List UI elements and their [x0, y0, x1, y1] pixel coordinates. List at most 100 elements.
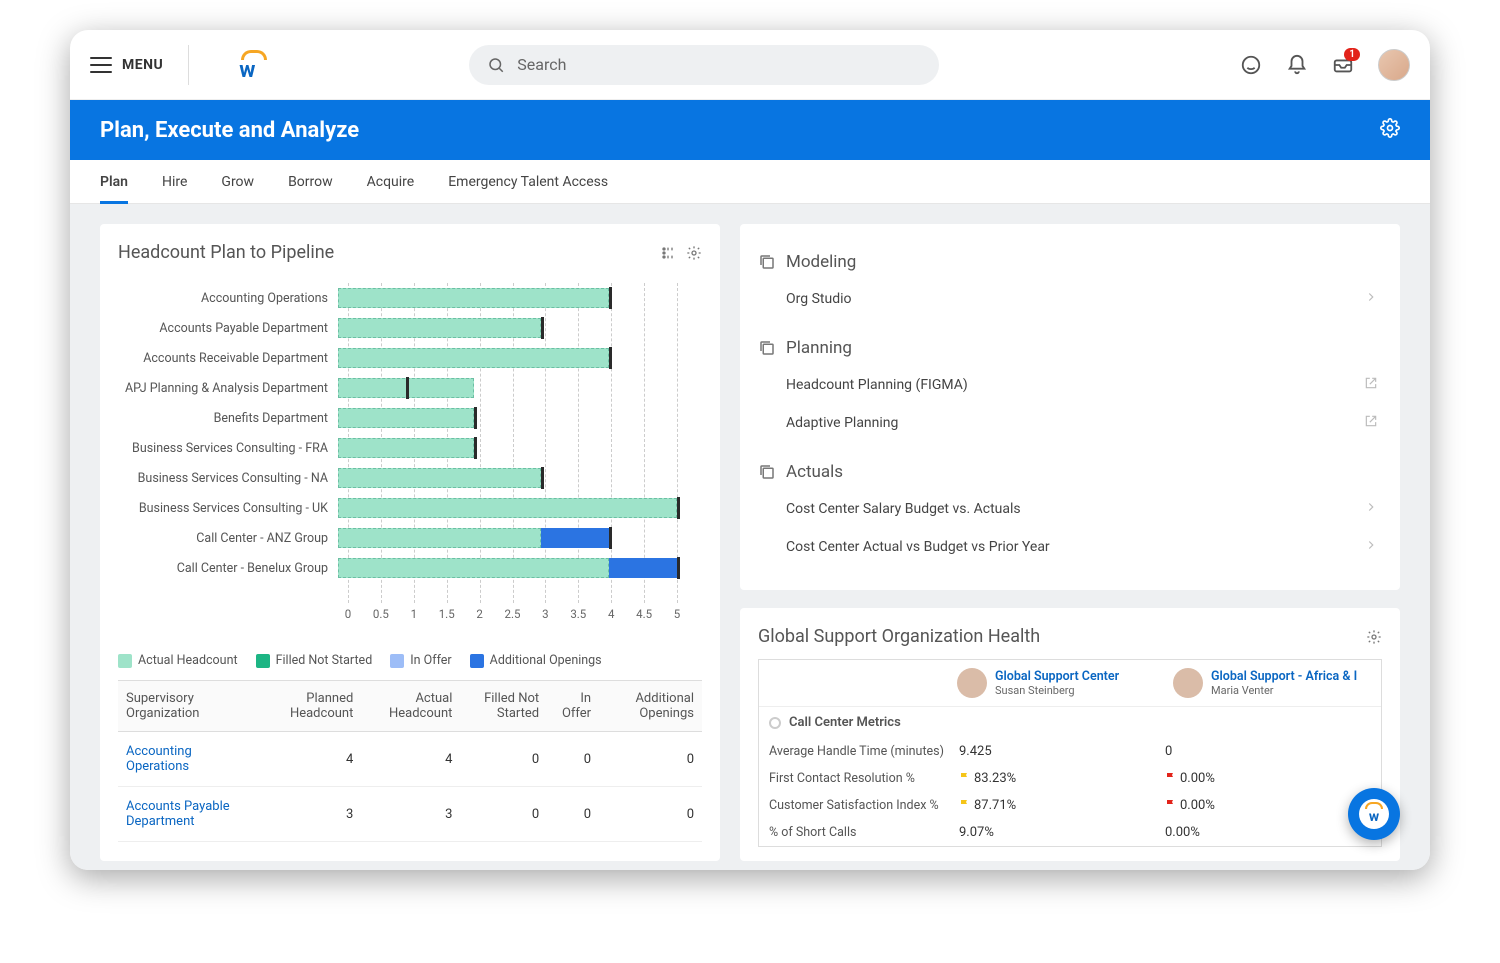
chart-row-label: Accounts Payable Department — [118, 321, 338, 336]
flag-icon — [959, 771, 971, 783]
divider — [188, 45, 189, 85]
table-row[interactable]: Accounts Payable Department33000 — [118, 787, 702, 842]
headcount-card: Headcount Plan to Pipeline Accounting Op… — [100, 224, 720, 861]
workday-logo[interactable]: w — [239, 50, 269, 80]
avatar — [1173, 668, 1203, 698]
chart-row: APJ Planning & Analysis Department — [118, 373, 702, 403]
topbar: MENU w Search 1 — [70, 30, 1430, 100]
axis-tick: 3.5 — [570, 607, 586, 621]
section-title: Modeling — [758, 252, 1382, 272]
section-icon — [758, 463, 776, 481]
axis-tick: 3 — [542, 607, 548, 621]
axis-tick: 4.5 — [636, 607, 652, 621]
external-icon — [1364, 414, 1378, 432]
search-input[interactable]: Search — [469, 45, 939, 85]
tabs: Plan Hire Grow Borrow Acquire Emergency Talen… — [70, 160, 1430, 204]
tab-grow[interactable]: Grow — [221, 160, 254, 204]
metric-row: Average Handle Time (minutes)9.4250 — [759, 738, 1381, 765]
chevron-right-icon — [1364, 290, 1378, 308]
tab-acquire[interactable]: Acquire — [367, 160, 415, 204]
chart-row-label: Benefits Department — [118, 411, 338, 426]
chevron-right-icon — [1364, 500, 1378, 518]
card-settings-icon[interactable] — [686, 245, 702, 261]
section-title: Planning — [758, 338, 1382, 358]
chart-legend: Actual HeadcountFilled Not StartedIn Off… — [118, 653, 702, 668]
section-icon — [758, 339, 776, 357]
page-header: Plan, Execute and Analyze — [70, 100, 1430, 160]
search-placeholder: Search — [517, 55, 566, 74]
flag-icon — [1165, 798, 1177, 810]
table-header: Additional Openings — [599, 681, 702, 732]
external-icon — [1364, 376, 1378, 394]
right-column: Modeling Org Studio Planning Headcount Plan… — [740, 224, 1400, 861]
metrics-group-title: Call Center Metrics — [759, 707, 1381, 738]
profile-avatar[interactable] — [1378, 49, 1410, 81]
link-item[interactable]: Org Studio — [758, 280, 1382, 318]
hamburger-icon — [90, 57, 112, 73]
notifications-icon[interactable] — [1286, 54, 1308, 76]
axis-tick: 0.5 — [373, 607, 389, 621]
table-header: Actual Headcount — [361, 681, 460, 732]
menu-button[interactable]: MENU — [90, 57, 163, 73]
chart-row: Business Services Consulting - UK — [118, 493, 702, 523]
table-row[interactable]: Accounting Operations44000 — [118, 732, 702, 787]
settings-icon[interactable] — [1380, 118, 1400, 142]
table-header: Planned Headcount — [257, 681, 361, 732]
chart-row-label: Business Services Consulting - FRA — [118, 441, 338, 456]
tab-emergency-talent-access[interactable]: Emergency Talent Access — [448, 160, 608, 204]
link-item[interactable]: Adaptive Planning — [758, 404, 1382, 442]
page-title: Plan, Execute and Analyze — [100, 118, 359, 143]
tab-borrow[interactable]: Borrow — [288, 160, 333, 204]
chart-row: Accounting Operations — [118, 283, 702, 313]
headcount-table: Supervisory OrganizationPlanned Headcoun… — [118, 680, 702, 842]
metric-row: First Contact Resolution %83.23%0.00% — [759, 765, 1381, 792]
filters-icon[interactable] — [660, 245, 676, 261]
axis-tick: 2 — [476, 607, 482, 621]
chart-row: Accounts Receivable Department — [118, 343, 702, 373]
inbox-icon[interactable]: 1 — [1332, 54, 1354, 76]
org-column-header[interactable]: Global Support CenterSusan Steinberg — [949, 660, 1165, 706]
legend-item: Filled Not Started — [256, 653, 373, 668]
tab-hire[interactable]: Hire — [162, 160, 187, 204]
org-health-settings-icon[interactable] — [1366, 629, 1382, 645]
metric-row: Customer Satisfaction Index %87.71%0.00% — [759, 792, 1381, 819]
table-header: Filled Not Started — [460, 681, 547, 732]
axis-tick: 0 — [345, 607, 351, 621]
axis-tick: 1 — [411, 607, 417, 621]
tab-plan[interactable]: Plan — [100, 160, 128, 204]
links-card: Modeling Org Studio Planning Headcount Plan… — [740, 224, 1400, 590]
table-header: In Offer — [547, 681, 599, 732]
chart-row-label: Accounting Operations — [118, 291, 338, 306]
inbox-badge: 1 — [1344, 48, 1360, 61]
org-health-title: Global Support Organization Health — [758, 626, 1040, 647]
chart-row-label: APJ Planning & Analysis Department — [118, 381, 338, 396]
chat-icon[interactable] — [1240, 54, 1262, 76]
chart-row: Accounts Payable Department — [118, 313, 702, 343]
assistant-fab[interactable]: w — [1348, 788, 1400, 840]
link-item[interactable]: Headcount Planning (FIGMA) — [758, 366, 1382, 404]
axis-tick: 1.5 — [439, 607, 455, 621]
table-header: Supervisory Organization — [118, 681, 257, 732]
chart-row: Business Services Consulting - FRA — [118, 433, 702, 463]
chevron-right-icon — [1364, 538, 1378, 556]
org-column-header[interactable]: Global Support - Africa & IMaria Venter — [1165, 660, 1381, 706]
content-area: Headcount Plan to Pipeline Accounting Op… — [70, 204, 1430, 870]
flag-icon — [1165, 771, 1177, 783]
search-icon — [487, 56, 505, 74]
chart-row-label: Call Center - Benelux Group — [118, 561, 338, 576]
chart-row: Call Center - Benelux Group — [118, 553, 702, 583]
headcount-chart: Accounting Operations Accounts Payable De… — [118, 273, 702, 643]
chart-row: Benefits Department — [118, 403, 702, 433]
chart-row-label: Business Services Consulting - NA — [118, 471, 338, 486]
legend-item: Additional Openings — [470, 653, 602, 668]
link-item[interactable]: Cost Center Salary Budget vs. Actuals — [758, 490, 1382, 528]
flag-icon — [959, 798, 971, 810]
chart-row-label: Accounts Receivable Department — [118, 351, 338, 366]
chart-row: Business Services Consulting - NA — [118, 463, 702, 493]
avatar — [957, 668, 987, 698]
link-item[interactable]: Cost Center Actual vs Budget vs Prior Ye… — [758, 528, 1382, 566]
metric-row: % of Short Calls9.07%0.00% — [759, 819, 1381, 846]
axis-tick: 4 — [608, 607, 614, 621]
chart-row: Call Center - ANZ Group — [118, 523, 702, 553]
menu-label: MENU — [122, 57, 163, 73]
